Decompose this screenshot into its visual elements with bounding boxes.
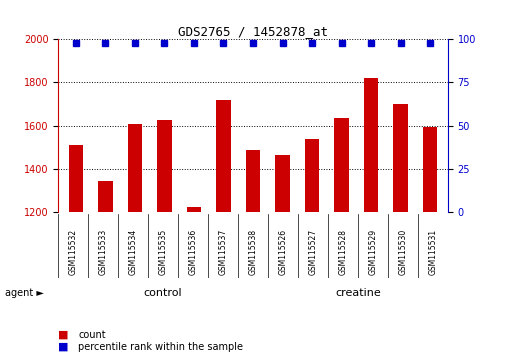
Text: percentile rank within the sample: percentile rank within the sample (78, 342, 243, 352)
Bar (304, 139, 319, 354)
Text: control: control (143, 289, 182, 298)
Bar (127, 124, 142, 354)
Text: GSM115533: GSM115533 (98, 228, 108, 275)
Text: GSM115529: GSM115529 (368, 229, 377, 275)
Bar (245, 149, 260, 354)
Bar (186, 207, 201, 354)
Text: GSM115527: GSM115527 (308, 229, 317, 275)
Bar (363, 78, 378, 354)
Text: GSM115537: GSM115537 (218, 228, 227, 275)
Text: GSM115535: GSM115535 (158, 228, 167, 275)
Text: ■: ■ (58, 330, 69, 339)
Text: agent ►: agent ► (5, 289, 44, 298)
Bar (392, 104, 407, 354)
Bar (333, 118, 348, 354)
Text: GDS2765 / 1452878_at: GDS2765 / 1452878_at (178, 25, 327, 38)
Bar (157, 120, 172, 354)
Text: ■: ■ (58, 342, 69, 352)
Bar (68, 145, 83, 354)
Text: GSM115530: GSM115530 (397, 228, 407, 275)
Bar (216, 100, 230, 354)
Text: GSM115531: GSM115531 (427, 229, 436, 275)
Text: GSM115526: GSM115526 (278, 229, 287, 275)
Text: GSM115532: GSM115532 (69, 229, 78, 275)
Bar (275, 155, 289, 354)
Text: GSM115538: GSM115538 (248, 229, 257, 275)
Bar (98, 181, 113, 354)
Text: GSM115528: GSM115528 (338, 229, 347, 275)
Text: GSM115536: GSM115536 (188, 228, 197, 275)
Text: creatine: creatine (334, 289, 380, 298)
Bar (422, 127, 437, 354)
Text: GSM115534: GSM115534 (128, 228, 137, 275)
Text: count: count (78, 330, 106, 339)
